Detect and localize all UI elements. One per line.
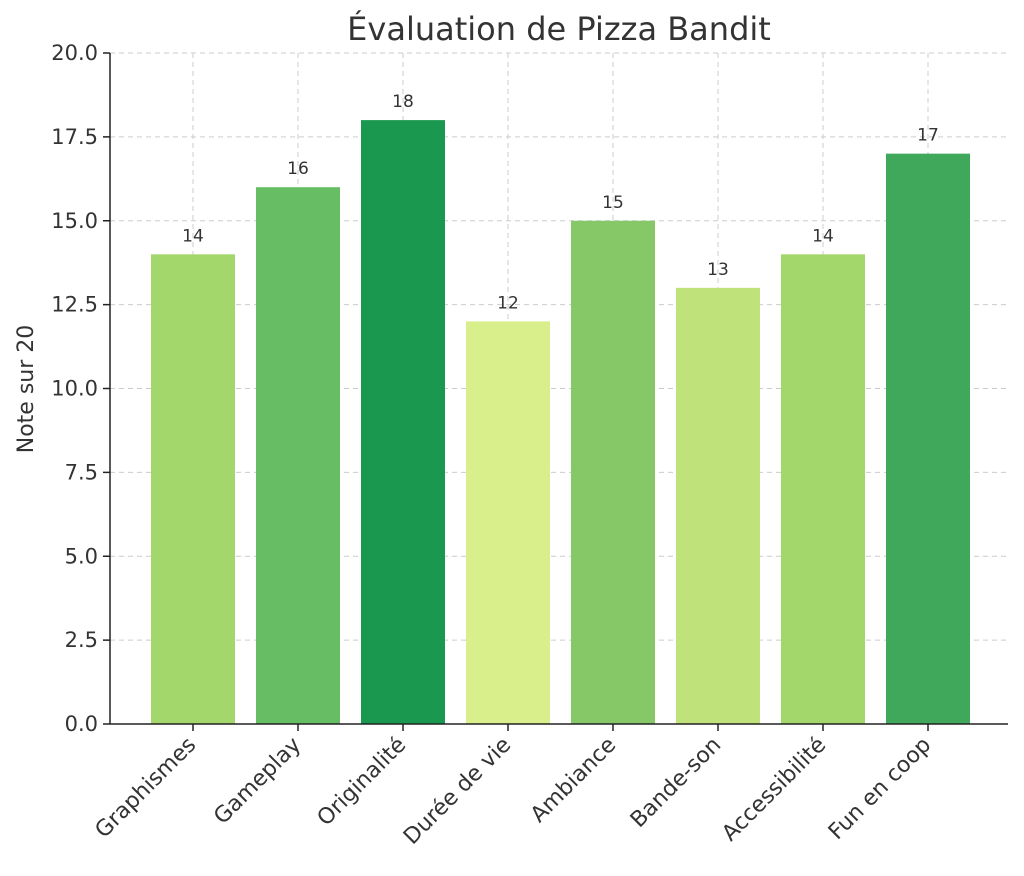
y-tick-label: 12.5 [51,293,98,317]
bars [151,120,970,725]
x-tick-label: Bande-son [626,733,726,833]
data-label: 14 [812,226,834,246]
bar [466,321,550,724]
y-tick-label: 0.0 [65,712,98,736]
data-label: 18 [392,92,414,112]
axes [103,52,1008,731]
gridlines [110,52,1008,725]
data-label: 13 [707,260,729,280]
data-label: 16 [287,159,309,179]
y-tick-label: 2.5 [65,628,98,652]
data-label: 15 [602,193,624,213]
y-tick-label: 15.0 [51,209,98,233]
x-tick-label: Fun en coop [824,733,936,845]
x-tick-label: Accessibilité [717,733,831,847]
data-label: 14 [182,226,204,246]
y-tick-label: 20.0 [51,41,98,65]
y-axis-label: Note sur 20 [14,325,39,454]
y-tick-label: 7.5 [65,460,98,484]
bar [886,153,970,724]
y-tick-label: 5.0 [65,544,98,568]
x-tick-label: Gameplay [209,733,306,830]
bar [676,287,760,724]
bar [256,187,340,724]
x-tick-label: Ambiance [526,733,621,828]
data-label: 12 [497,293,519,313]
bar [781,254,865,725]
chart-title: Évaluation de Pizza Bandit [347,10,771,48]
bar [151,254,235,725]
x-tick-label: Durée de vie [399,733,516,850]
y-tick-label: 10.0 [51,377,98,401]
x-tick-label: Originalité [313,733,412,832]
data-label: 17 [917,126,939,146]
y-tick-label: 17.5 [51,125,98,149]
bar [361,120,445,725]
x-tick-label: Graphismes [91,733,202,844]
bar [571,220,655,724]
